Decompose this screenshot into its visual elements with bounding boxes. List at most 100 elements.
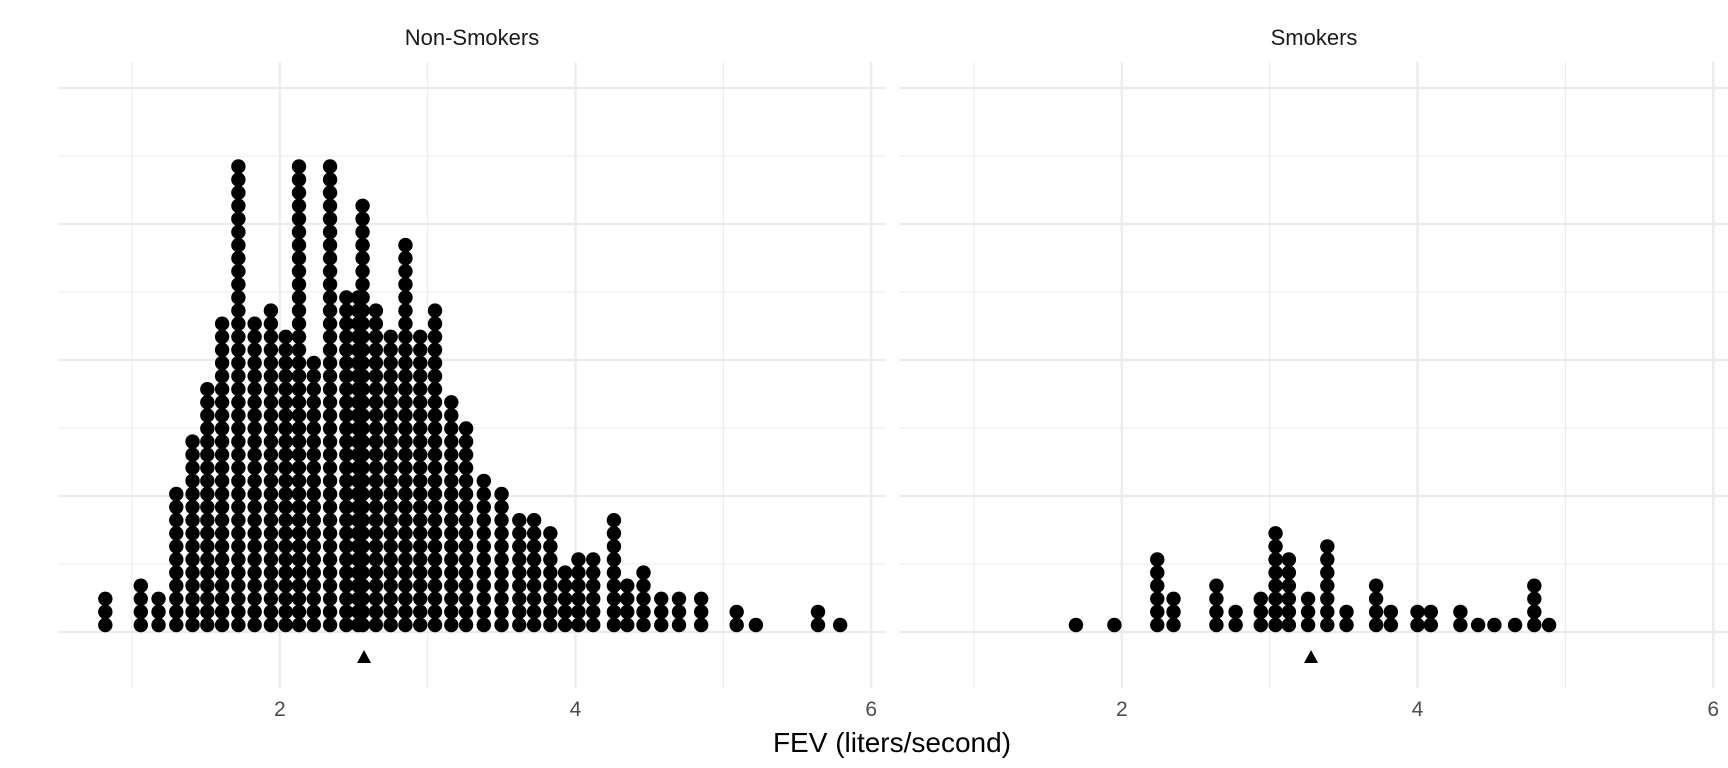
dot-point [200, 460, 215, 475]
dot-point [571, 578, 586, 593]
dot-point [247, 513, 262, 528]
dot-point [512, 552, 527, 567]
dot-point [185, 604, 200, 620]
dot-point [200, 565, 215, 580]
dot-point [151, 617, 166, 633]
dot-point [291, 251, 307, 266]
dot-point [413, 395, 428, 410]
dot-point [214, 486, 230, 502]
dot-point [322, 591, 338, 606]
dot-point [214, 434, 230, 449]
dot-point [748, 617, 764, 633]
dot-point [1268, 565, 1283, 580]
dot-point [1107, 617, 1122, 633]
dot-point [398, 591, 413, 606]
dot-point [526, 591, 542, 606]
dot-point [368, 499, 384, 515]
dot-point [494, 578, 509, 593]
dot-point [383, 486, 398, 502]
dot-point [322, 355, 338, 371]
dot-point [398, 513, 413, 528]
dot-point [263, 513, 279, 528]
dot-point [306, 591, 321, 606]
dot-point [231, 382, 246, 397]
dot-point [543, 539, 558, 554]
dot-point [427, 303, 443, 318]
dot-point [355, 578, 370, 593]
dot-point [398, 368, 413, 384]
dot-point [322, 277, 338, 292]
dot-point [1300, 617, 1316, 633]
dot-point [151, 604, 166, 620]
dot-point [322, 473, 338, 489]
dot-point [1150, 617, 1165, 633]
dot-point [413, 342, 428, 358]
dot-point [413, 473, 428, 489]
panel-title-smokers: Smokers [1271, 25, 1358, 50]
dot-point [1268, 526, 1283, 541]
dot-point [368, 486, 384, 502]
dot-point [1281, 591, 1297, 606]
dot-point [458, 552, 474, 567]
dot-point [339, 316, 354, 331]
dot-point [368, 342, 384, 358]
dot-point [512, 604, 527, 620]
dot-point [263, 486, 279, 502]
dot-point [1150, 552, 1165, 567]
dot-point [291, 539, 307, 554]
dot-point [368, 552, 384, 567]
dot-point [444, 526, 459, 541]
dot-point [231, 499, 246, 515]
dot-point [512, 565, 527, 580]
gridlines [58, 62, 886, 688]
dot-point [339, 539, 354, 554]
dot-point [1487, 617, 1502, 633]
dot-point [339, 421, 354, 436]
dot-point [413, 434, 428, 449]
dot-point [214, 617, 230, 633]
dot-point [322, 290, 338, 305]
dot-point [185, 565, 200, 580]
dot-point [368, 539, 384, 554]
dot-point [413, 382, 428, 397]
dot-point [339, 408, 354, 423]
dot-point [693, 604, 709, 620]
dot-point [247, 460, 262, 475]
dot-point [444, 604, 459, 620]
marks [98, 159, 848, 663]
dot-point [231, 198, 246, 213]
dot-point [169, 552, 184, 567]
dot-point [368, 421, 384, 436]
dot-point [247, 395, 262, 410]
dot-point [231, 224, 246, 240]
dot-point [322, 499, 338, 515]
dot-point [526, 513, 542, 528]
dot-point [169, 604, 184, 620]
dot-point [231, 526, 246, 541]
dot-point [322, 447, 338, 462]
dot-point [413, 552, 428, 567]
dot-point [339, 552, 354, 567]
gridlines [900, 62, 1728, 688]
dot-point [526, 539, 542, 554]
dot-point [247, 434, 262, 449]
dot-point [636, 565, 651, 580]
dot-point [247, 578, 262, 593]
dot-point [339, 382, 354, 397]
dot-point [263, 395, 279, 410]
dot-point [368, 447, 384, 462]
dot-point [427, 408, 443, 423]
dot-point [671, 591, 687, 606]
dot-point [322, 185, 338, 200]
dot-point [355, 421, 370, 436]
dot-point [1268, 578, 1283, 593]
dot-point [1209, 591, 1224, 606]
dot-point [383, 565, 398, 580]
dot-point [263, 552, 279, 567]
dot-point [322, 264, 338, 279]
dot-point [1253, 591, 1268, 606]
dot-point [458, 499, 474, 515]
dot-point [355, 526, 370, 541]
dot-point [355, 395, 370, 410]
dot-point [413, 329, 428, 344]
